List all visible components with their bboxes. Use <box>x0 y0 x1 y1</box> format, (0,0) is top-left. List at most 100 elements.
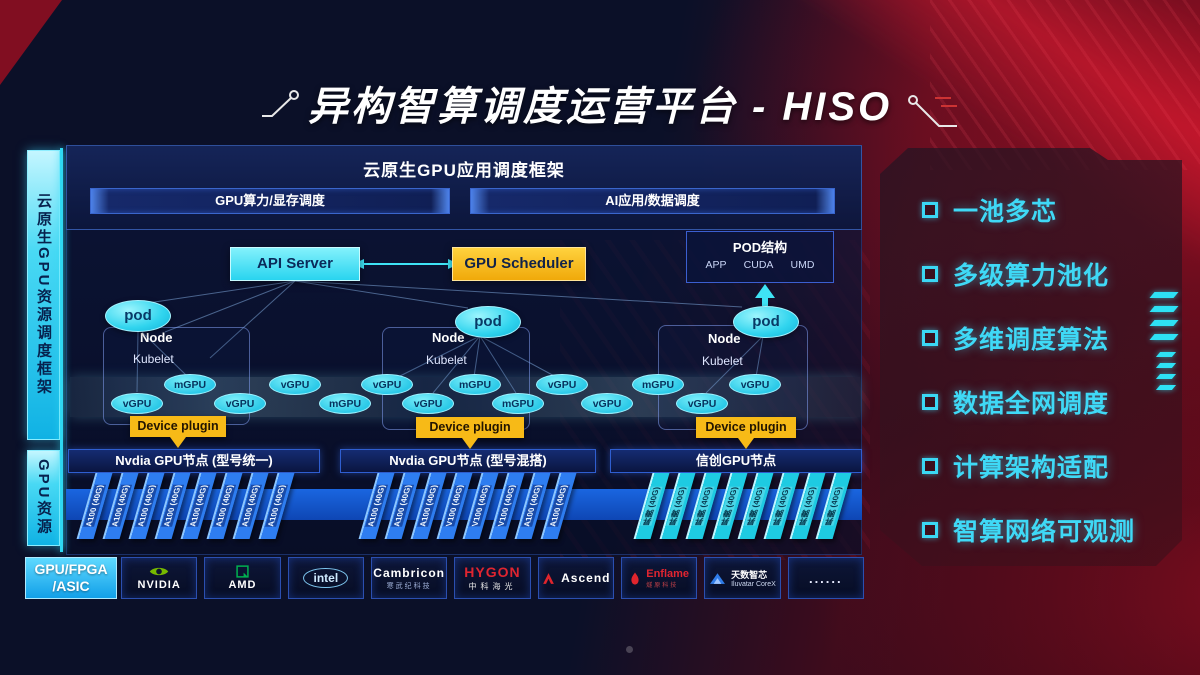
feature-row: 计算架构适配 <box>922 434 1135 498</box>
feature-row: 智算网络可观测 <box>922 498 1135 562</box>
vendor-tile-enflame: Enflame 燧原科技 <box>620 557 698 599</box>
gpu-ellipse: mGPU <box>449 374 501 395</box>
gpu-card-label: 昇腾 (40G) <box>744 486 767 526</box>
gpu-card-label: A100 (40G) <box>521 485 544 527</box>
gpu-card-label: V100 (40G) <box>469 485 492 527</box>
pod-structure-title: POD结构 <box>732 240 788 255</box>
pod-structure-layers: APP CUDA UMD <box>687 256 833 271</box>
vendor-tile-cambricon: Cambricon 寒武纪科技 <box>370 557 448 599</box>
iluvatar-logo-icon <box>710 572 726 584</box>
gpu-ellipse: vGPU <box>676 393 728 414</box>
gpu-card-label: 昇腾 (40G) <box>770 486 793 526</box>
pod-structure-box: POD结构 APP CUDA UMD <box>686 231 834 283</box>
hardware-type-line1: GPU/FPGA <box>34 560 108 577</box>
square-bullet-icon <box>922 202 938 218</box>
feature-text: 一池多芯 <box>953 198 1058 226</box>
pod-ellipse-3: pod <box>733 306 799 338</box>
gpu-card-label: 昇腾 (40G) <box>822 486 845 526</box>
vendor-tile-amd: AMD <box>204 557 281 599</box>
gpu-card-label: A100 (40G) <box>83 485 106 527</box>
bottom-watermark-dot <box>626 646 633 653</box>
vendor-tile-intel: intel <box>287 557 364 599</box>
vendor-subtitle: 寒武纪科技 <box>386 582 432 590</box>
gpu-card-label: A100 (40G) <box>547 485 570 527</box>
vendor-name: Ascend <box>561 571 611 585</box>
gpu-card-label: A100 (40G) <box>417 485 440 527</box>
vendor-subtitle: 燧原科技 <box>646 582 679 589</box>
feature-text: 智算网络可观测 <box>953 518 1136 546</box>
gpu-ellipse: vGPU <box>536 374 588 395</box>
gpu-scheduler-box: GPU Scheduler <box>452 247 586 281</box>
vendor-subtitle: Iluvatar CoreX <box>731 581 776 588</box>
pod-layer: CUDA <box>743 259 774 271</box>
vendor-name: Enflame <box>646 567 690 580</box>
feature-list: 一池多芯 多级算力池化 多维调度算法 数据全网调度 计算架构适配 智算网络可观测 <box>922 178 1135 562</box>
gpu-ellipse: mGPU <box>164 374 216 395</box>
gpu-card-label: 昇腾 (40G) <box>666 486 689 526</box>
square-bullet-icon <box>922 266 938 282</box>
gpu-ellipse: vGPU <box>111 393 163 414</box>
gpu-card-label: A100 (40G) <box>213 485 236 527</box>
amd-logo-icon <box>236 565 249 578</box>
gpu-ellipse: vGPU <box>214 393 266 414</box>
gpu-card-label: 昇腾 (40G) <box>640 486 663 526</box>
vendor-tile-more: ...... <box>787 557 864 599</box>
sidebar-label-gpu-resources: GPU资源 <box>27 450 60 546</box>
bar-gpu-compute-scheduling: GPU算力/显存调度 <box>90 188 450 214</box>
gpu-ellipse: vGPU <box>402 393 454 414</box>
feature-row: 多维调度算法 <box>922 306 1135 370</box>
gpu-ellipse: mGPU <box>319 393 371 414</box>
gpu-card-label: A100 (40G) <box>161 485 184 527</box>
vendor-subtitle: 中科海光 <box>468 582 517 591</box>
kubelet-label-1: Kubelet <box>133 352 174 366</box>
vendor-tile-hygon: HYGON 中科海光 <box>454 557 531 599</box>
ascend-logo-icon <box>543 572 554 584</box>
gpu-card-label: V100 (40G) <box>443 485 466 527</box>
feature-row: 数据全网调度 <box>922 370 1135 434</box>
gpu-ellipse: vGPU <box>729 374 781 395</box>
gpu-card-label: V100 (40G) <box>495 485 518 527</box>
api-server-box: API Server <box>230 247 360 281</box>
gpu-ellipse: mGPU <box>492 393 544 414</box>
gpu-stack-mixed: A100 (40G) A100 (40G) A100 (40G) V100 (40G)… <box>358 473 577 539</box>
gpu-ellipse: mGPU <box>632 374 684 395</box>
intel-logo-icon: intel <box>303 568 349 588</box>
vendor-tile-iluvatar: 天数智芯 Iluvatar CoreX <box>704 557 781 599</box>
feature-row: 一池多芯 <box>922 178 1135 242</box>
node-label-2: Node <box>432 330 465 345</box>
vendor-name: Cambricon <box>373 565 445 580</box>
square-bullet-icon <box>922 394 938 410</box>
page-title: 异构智算调度运营平台 - HISO <box>307 85 893 129</box>
gpu-ellipse: vGPU <box>269 374 321 395</box>
gpu-card-label: A100 (40G) <box>109 485 132 527</box>
vendor-name: HYGON <box>464 564 521 580</box>
gpu-card-label: 昇腾 (40G) <box>718 486 741 526</box>
vendor-tile-nvidia: NVIDIA <box>121 557 198 599</box>
pod-ellipse-1: pod <box>105 300 171 332</box>
feature-text: 计算架构适配 <box>953 454 1110 482</box>
gpu-card-label: A100 (40G) <box>265 485 288 527</box>
feature-text: 多维调度算法 <box>953 326 1110 354</box>
vendor-more-dots: ...... <box>808 570 843 586</box>
device-plugin-3: Device plugin <box>696 417 796 449</box>
square-bullet-icon <box>922 522 938 538</box>
hardware-type-label: GPU/FPGA /ASIC <box>25 557 117 599</box>
square-bullet-icon <box>922 330 938 346</box>
node-label-3: Node <box>708 331 741 346</box>
pod-ellipse-2: pod <box>455 306 521 338</box>
gpu-ellipse: vGPU <box>581 393 633 414</box>
vendor-tile-ascend: Ascend <box>537 557 614 599</box>
gpu-card-label: 昇腾 (40G) <box>692 486 715 526</box>
gpu-card-label: 昇腾 (40G) <box>796 486 819 526</box>
vendor-name: NVIDIA <box>137 579 181 591</box>
node-bar-domestic: 信创GPU节点 <box>610 449 862 473</box>
device-plugin-1: Device plugin <box>130 416 226 448</box>
gpu-card-label: A100 (40G) <box>187 485 210 527</box>
node-bar-nvidia-uniform: Nvdia GPU节点 (型号统一) <box>68 449 320 473</box>
sidebar-label-cloud-gpu-framework: 云原生GPU资源调度框架 <box>27 150 60 440</box>
feature-text: 数据全网调度 <box>953 390 1110 418</box>
pod-layer: APP <box>705 259 727 271</box>
bar-ai-data-scheduling: AI应用/数据调度 <box>470 188 835 214</box>
kubelet-label-3: Kubelet <box>702 354 743 368</box>
gpu-stack-uniform: A100 (40G) A100 (40G) A100 (40G) A100 (40G)… <box>76 473 295 539</box>
